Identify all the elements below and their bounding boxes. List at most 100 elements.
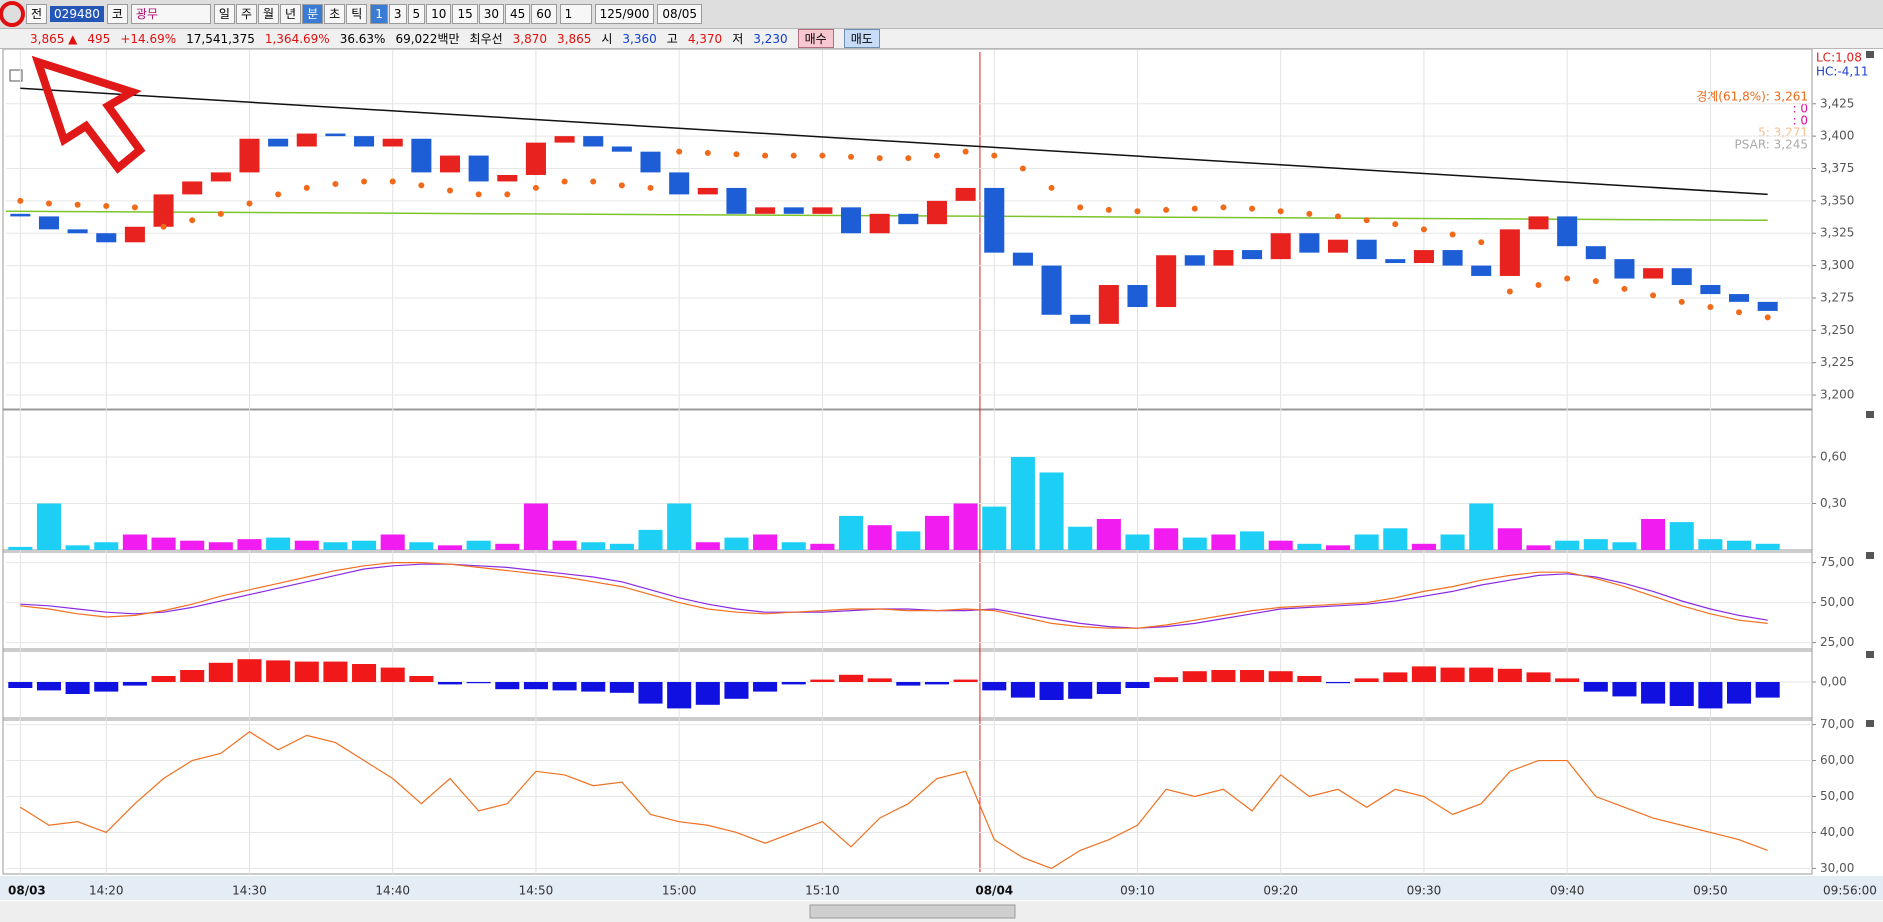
bar: [1583, 682, 1608, 692]
psar-dot: [532, 184, 539, 191]
psar-dot: [361, 178, 368, 185]
bar: [208, 662, 233, 682]
candle: [525, 142, 546, 175]
x-tick-label: 09:10: [1120, 884, 1155, 898]
candle: [1499, 229, 1520, 276]
y-tick-label: 3,300: [1820, 258, 1854, 272]
scroll-thumb[interactable]: [809, 904, 1016, 919]
interval-button[interactable]: 30: [478, 4, 504, 24]
interval-button[interactable]: 5: [407, 4, 426, 24]
x-tick-label: 09:40: [1550, 884, 1585, 898]
psar-dot: [848, 153, 855, 160]
date[interactable]: 08/05: [657, 4, 703, 24]
psar-dot: [590, 178, 597, 185]
bar: [323, 661, 348, 682]
period-button[interactable]: 년: [280, 4, 302, 24]
candle: [153, 194, 174, 227]
ask: 3,870: [512, 31, 548, 46]
bar: [924, 682, 949, 685]
bar: [839, 674, 864, 682]
candle: [382, 138, 403, 147]
candle: [96, 233, 117, 243]
period-button[interactable]: 초: [324, 4, 346, 24]
psar-dot: [475, 191, 482, 198]
bar: [982, 682, 1007, 691]
period-button[interactable]: 주: [235, 4, 257, 24]
y-tick-label: 3,200: [1820, 388, 1854, 402]
bar: [1469, 503, 1494, 550]
y-tick-label: 3,375: [1820, 161, 1854, 175]
bar: [982, 506, 1007, 550]
y-tick-label: 0,30: [1820, 496, 1847, 510]
interval-button[interactable]: 45: [505, 4, 531, 24]
bar: [609, 543, 634, 550]
interval-button[interactable]: 60: [531, 4, 557, 24]
x-tick-label: 08/03: [8, 884, 46, 898]
interval-button[interactable]: 10: [426, 4, 452, 24]
candle: [841, 207, 862, 234]
bar: [1354, 534, 1379, 550]
candle: [1184, 255, 1205, 266]
x-tick-label: 14:50: [519, 884, 554, 898]
candle: [497, 174, 518, 182]
psar-dot: [1535, 282, 1542, 289]
psar-dot: [1478, 239, 1485, 246]
bar: [695, 682, 720, 705]
stock-code[interactable]: 029480: [50, 6, 104, 22]
bar: [180, 540, 205, 550]
candle: [611, 146, 632, 152]
bar: [953, 503, 978, 550]
bar: [1211, 670, 1236, 682]
y-tick-label: 3,275: [1820, 290, 1854, 304]
bar: [1612, 682, 1637, 697]
bar: [208, 542, 233, 550]
bar: [1240, 670, 1265, 682]
interval-group: 1 3 5 10 15 30 45 60: [370, 4, 557, 24]
bar: [294, 540, 319, 550]
period-button[interactable]: 일: [213, 4, 235, 24]
bar: [638, 682, 663, 704]
panel-icon[interactable]: [9, 69, 23, 82]
psar-dot: [389, 178, 396, 185]
count[interactable]: 125/900: [594, 4, 655, 24]
psar-dot: [618, 182, 625, 189]
candle: [898, 213, 919, 225]
period-button[interactable]: 틱: [346, 4, 368, 24]
bar: [1612, 542, 1637, 550]
period-button[interactable]: 분: [302, 4, 324, 24]
bar: [1755, 543, 1780, 550]
y-tick-label: 0,00: [1820, 675, 1847, 689]
psar-dot: [1191, 205, 1198, 212]
y-tick-label: 70,00: [1820, 717, 1854, 731]
candle: [1528, 216, 1549, 230]
bar: [1010, 682, 1035, 698]
interval-button[interactable]: 1: [370, 4, 388, 24]
bar: [1669, 682, 1694, 706]
prev-button[interactable]: 전: [26, 4, 48, 24]
bar: [781, 542, 806, 550]
panel-button: [1866, 411, 1874, 418]
bar: [1555, 540, 1580, 550]
y-tick-label: 3,250: [1820, 323, 1854, 337]
psar-dot: [676, 148, 683, 155]
bar: [94, 542, 119, 550]
bar: [1010, 456, 1035, 550]
interval-button[interactable]: 15: [452, 4, 478, 24]
candle: [1385, 259, 1406, 264]
psar-dot: [733, 151, 740, 158]
bar: [810, 679, 835, 682]
buy-button[interactable]: 매수: [797, 29, 834, 48]
sell-button[interactable]: 매도: [843, 29, 880, 48]
psar-dot: [1449, 231, 1456, 238]
period-button[interactable]: 월: [258, 4, 280, 24]
candle: [1356, 239, 1377, 260]
count-unit[interactable]: 1: [559, 4, 592, 24]
psar-dot: [1163, 206, 1170, 213]
bar: [839, 515, 864, 550]
candle: [1643, 268, 1664, 279]
candle: [354, 136, 375, 147]
lc-label: LC:1,08: [1816, 51, 1862, 65]
bar: [1469, 667, 1494, 682]
interval-button[interactable]: 3: [388, 4, 407, 24]
x-tick-label: 15:00: [662, 884, 697, 898]
